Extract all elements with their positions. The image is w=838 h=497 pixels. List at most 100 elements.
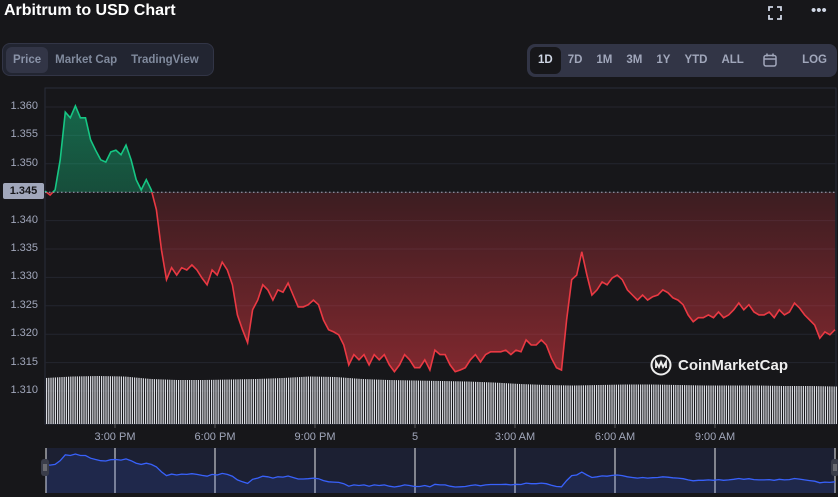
volume-bar [538, 384, 540, 424]
navigator-tick-label: 6:00 PM [194, 476, 236, 488]
volume-bar [241, 379, 243, 424]
volume-bar [272, 378, 274, 424]
volume-bar [745, 385, 747, 424]
log-toggle[interactable]: LOG [802, 54, 827, 66]
range-7d[interactable]: 7D [567, 54, 583, 66]
volume-bar [615, 384, 617, 424]
volume-bar [822, 386, 824, 424]
coinmarketcap-watermark: CoinMarketCap [650, 354, 788, 376]
volume-bar [323, 376, 325, 424]
volume-bar [512, 383, 514, 424]
volume-bar [197, 380, 199, 424]
volume-bar [336, 377, 338, 424]
navigator-tick-label: 5 [411, 476, 419, 488]
volume-bar [776, 385, 778, 424]
volume-bar [109, 376, 111, 424]
volume-bar [730, 385, 732, 424]
volume-bar [679, 385, 681, 424]
volume-bar [525, 384, 527, 424]
tab-price[interactable]: Price [6, 46, 49, 73]
volume-bar [644, 384, 646, 424]
volume-bar [527, 384, 529, 424]
volume-bar [488, 382, 490, 424]
volume-bar [651, 384, 653, 424]
volume-bar [576, 385, 578, 424]
page-title: Arbitrum to USD Chart [4, 2, 176, 19]
fullscreen-icon[interactable] [768, 6, 782, 24]
volume-bar [503, 383, 505, 424]
volume-bar [508, 383, 510, 424]
volume-bar [558, 385, 560, 424]
volume-bar [371, 379, 373, 424]
volume-bar [274, 378, 276, 424]
volume-bar [316, 376, 318, 424]
volume-bar [208, 379, 210, 424]
volume-bar [692, 385, 694, 424]
volume-bar [662, 384, 664, 424]
volume-bar [499, 382, 501, 424]
range-1d[interactable]: 1D [530, 47, 561, 74]
volume-bar [356, 378, 358, 424]
volume-bar [778, 385, 780, 424]
volume-bar [829, 386, 831, 424]
volume-bar [367, 379, 369, 424]
volume-bar [774, 385, 776, 424]
volume-bar [266, 378, 268, 424]
volume-bar [404, 380, 406, 424]
calendar-icon[interactable] [751, 47, 789, 74]
volume-bar [690, 385, 692, 424]
volume-bar [428, 380, 430, 424]
tab-tradingview[interactable]: TradingView [131, 53, 199, 66]
range-1m[interactable]: 1M [596, 54, 613, 66]
volume-bar [365, 379, 367, 424]
volume-bar [805, 386, 807, 424]
volume-bar [321, 376, 323, 424]
range-ytd[interactable]: YTD [684, 54, 708, 66]
volume-bar [686, 385, 688, 424]
volume-bar [455, 381, 457, 424]
range-3m[interactable]: 3M [626, 54, 643, 66]
volume-bar [175, 379, 177, 424]
range-1y[interactable]: 1Y [656, 54, 671, 66]
navigator-right-handle[interactable] [831, 459, 838, 476]
volume-bar [215, 379, 217, 424]
volume-bar [358, 378, 360, 424]
range-all[interactable]: ALL [721, 54, 744, 66]
volume-bar [85, 376, 87, 424]
volume-bar [213, 379, 215, 424]
volume-bar [655, 384, 657, 424]
volume-bar [648, 384, 650, 424]
volume-bar [193, 380, 195, 424]
volume-bar [747, 385, 749, 424]
volume-bar [585, 385, 587, 424]
volume-bar [800, 386, 802, 424]
more-icon[interactable]: ••• [811, 2, 827, 19]
volume-bar [329, 376, 331, 424]
watermark-text: CoinMarketCap [678, 356, 789, 374]
volume-bar [140, 378, 142, 424]
volume-bar [809, 386, 811, 424]
volume-bar [611, 384, 613, 424]
navigator-left-handle[interactable] [41, 459, 49, 476]
volume-bar [587, 385, 589, 424]
tab-market-cap[interactable]: Market Cap [55, 53, 118, 66]
volume-bar [673, 384, 675, 424]
volume-bar [549, 385, 551, 424]
volume-bar [239, 379, 241, 424]
volume-bar [228, 379, 230, 424]
volume-bar [523, 384, 525, 424]
volume-bar [281, 378, 283, 424]
volume-bar [219, 379, 221, 424]
volume-bar [360, 378, 362, 424]
volume-bar [556, 385, 558, 424]
volume-bar [217, 379, 219, 424]
volume-bar [446, 381, 448, 424]
volume-bar [591, 385, 593, 424]
volume-bar [688, 385, 690, 424]
volume-bar [186, 380, 188, 424]
volume-bar [195, 380, 197, 424]
volume-bar [312, 376, 314, 424]
volume-bar [598, 385, 600, 424]
volume-bar [131, 377, 133, 424]
volume-bar [457, 381, 459, 424]
